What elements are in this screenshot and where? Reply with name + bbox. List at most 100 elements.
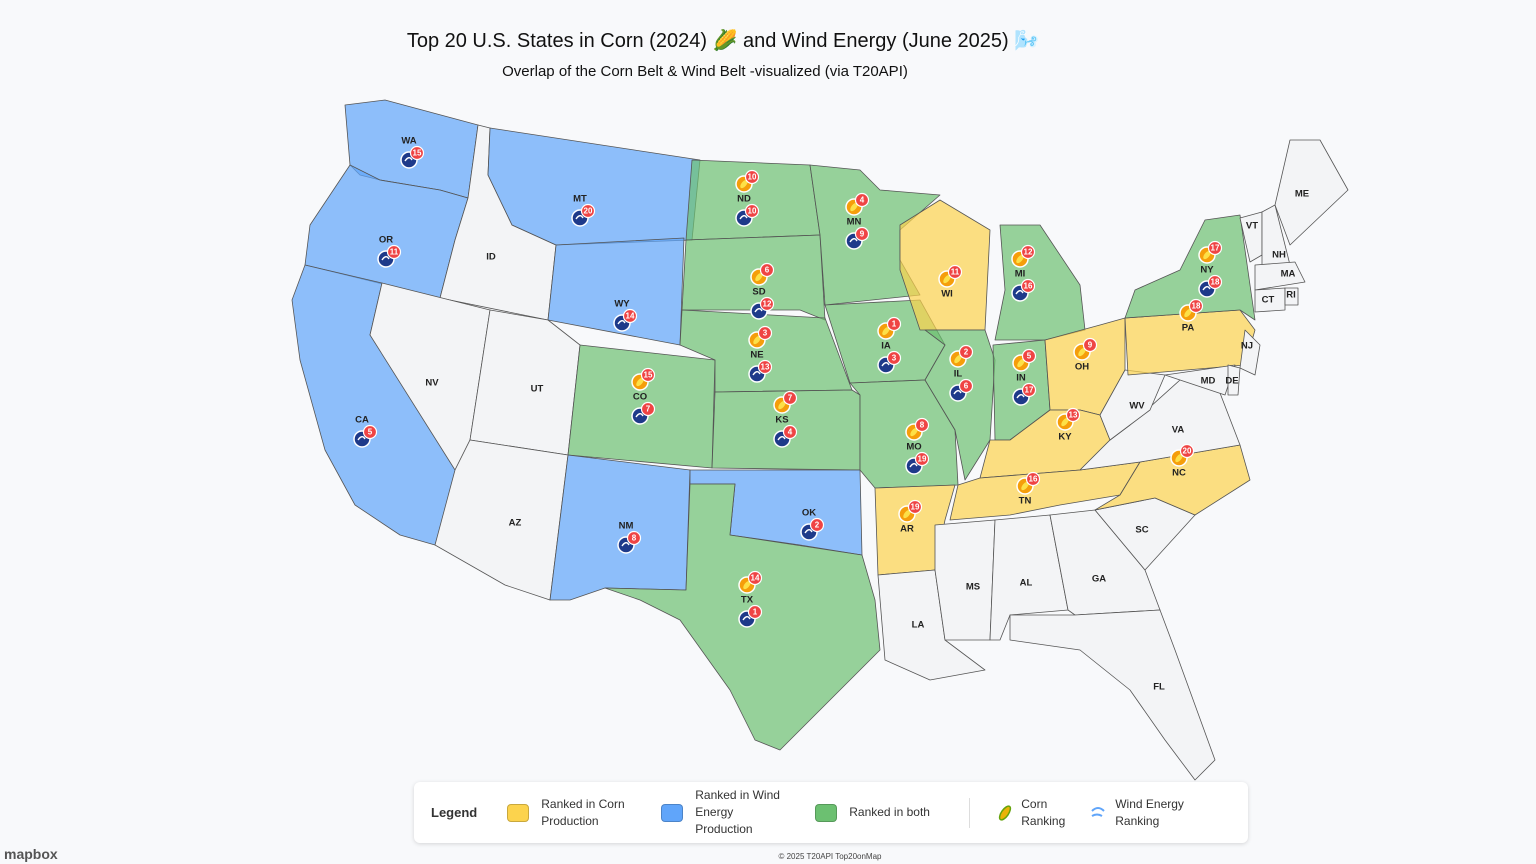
corn-cob xyxy=(882,326,890,336)
rank-number: 10 xyxy=(748,207,757,216)
state-label: NY xyxy=(1200,265,1214,276)
wind-swirl xyxy=(381,256,390,261)
rank-badge xyxy=(757,325,773,341)
rank-badge xyxy=(362,424,378,440)
legend-label: Ranked in both xyxy=(849,805,930,819)
rank-badge xyxy=(580,203,596,219)
rank-badge xyxy=(1020,244,1036,260)
wind-marker: 13 xyxy=(748,359,773,383)
rank-number: 19 xyxy=(918,455,927,464)
corn-cob xyxy=(910,427,918,437)
rank-badge xyxy=(757,359,773,375)
wind-marker: 16 xyxy=(1011,278,1036,302)
rank-badge xyxy=(854,192,870,208)
state-label: OK xyxy=(802,508,816,519)
rank-badge xyxy=(626,530,642,546)
corn-cob xyxy=(1017,358,1025,368)
wind-marker: 7 xyxy=(631,401,656,425)
wind-marker: 20 xyxy=(571,203,596,227)
wind-swirl xyxy=(742,616,751,621)
corn-cob xyxy=(954,354,962,364)
wind-swirl xyxy=(881,362,890,367)
corn-cob xyxy=(1016,254,1024,264)
map-title: Top 20 U.S. States in Corn (2024) 🌽 and … xyxy=(406,30,1040,52)
corn-marker: 18 xyxy=(1179,298,1204,322)
rank-badge xyxy=(622,308,638,324)
legend-label: Ranked in Wind Energy Production xyxy=(695,788,780,836)
rank-number: 8 xyxy=(632,534,637,543)
legend-label: Corn Ranking xyxy=(1021,796,1066,828)
state xyxy=(924,329,996,481)
corn-marker: 9 xyxy=(1073,337,1098,361)
rank-badge xyxy=(640,401,656,417)
rank-number: 11 xyxy=(951,268,960,277)
corn-cob xyxy=(743,580,751,590)
state-label: MI xyxy=(1015,269,1026,280)
rank-badge xyxy=(1020,278,1036,294)
state-label: UT xyxy=(531,384,544,395)
state-label: MT xyxy=(573,194,587,205)
rank-number: 2 xyxy=(964,348,969,357)
state-label: AR xyxy=(900,524,914,535)
wind-swirl xyxy=(617,320,626,325)
legend-icon-item: Wind Energy Ranking xyxy=(1089,796,1195,830)
legend-icon-item: Corn Ranking xyxy=(995,796,1071,830)
rank-number: 13 xyxy=(1069,411,1078,420)
rank-badge xyxy=(914,417,930,433)
rank-badge xyxy=(747,570,763,586)
legend-swatch xyxy=(661,803,684,822)
wind-marker: 6 xyxy=(949,378,974,402)
corn-cob xyxy=(753,335,761,345)
corn-marker: 2 xyxy=(949,344,974,368)
state-label: ME xyxy=(1295,189,1309,200)
corn-cob xyxy=(1175,453,1183,463)
rank-number: 16 xyxy=(1024,282,1033,291)
state-label: KS xyxy=(775,415,788,426)
rank-badge xyxy=(886,350,902,366)
rank-badge xyxy=(1021,382,1037,398)
state-label: DE xyxy=(1225,376,1238,387)
state-label: CO xyxy=(633,392,647,403)
state-label: MN xyxy=(847,217,862,228)
corn-cob xyxy=(740,179,748,189)
rank-number: 4 xyxy=(860,196,865,205)
corn-cob xyxy=(636,377,644,387)
rank-badge xyxy=(1207,274,1223,290)
state-label: VA xyxy=(1172,425,1185,436)
legend-item: Ranked in Corn Production xyxy=(507,796,631,830)
rank-number: 1 xyxy=(753,608,758,617)
rank-number: 14 xyxy=(751,574,760,583)
wind-swirl xyxy=(357,436,366,441)
corn-cob xyxy=(850,202,858,212)
wind-swirl xyxy=(404,157,413,162)
corn-cob xyxy=(1078,347,1086,357)
state-label: AZ xyxy=(509,518,522,529)
state-labels: WA OR CA ID NV MT WY UT AZ CO NM ND SD NE KS OK TX MN IA MO… xyxy=(355,136,1309,693)
rank-badge xyxy=(386,244,402,260)
rank-badge xyxy=(747,604,763,620)
wind-marker: 2 xyxy=(800,517,825,541)
state-label: CT xyxy=(1262,295,1275,306)
state-label: WA xyxy=(401,136,416,147)
state-label: TX xyxy=(741,595,754,606)
state-label: RI xyxy=(1286,290,1296,301)
legend-label: Ranked in Corn Production xyxy=(541,796,625,828)
state xyxy=(899,199,991,331)
state-label: ID xyxy=(486,252,496,263)
rank-badge xyxy=(1065,407,1081,423)
legend-label: Wind Energy Ranking xyxy=(1115,796,1184,828)
corn-cob xyxy=(778,400,786,410)
wind-marker: 5 xyxy=(353,424,378,448)
rank-number: 12 xyxy=(763,300,772,309)
state-label: WI xyxy=(941,289,953,300)
rank-badge xyxy=(958,344,974,360)
wind-swirl xyxy=(953,390,962,395)
rank-number: 13 xyxy=(761,363,770,372)
wind-swirl xyxy=(777,436,786,441)
wind-marker: 14 xyxy=(613,308,638,332)
state xyxy=(934,519,996,641)
corn-marker: 6 xyxy=(750,262,775,286)
state xyxy=(1099,369,1166,441)
wind-swirl xyxy=(739,215,748,220)
